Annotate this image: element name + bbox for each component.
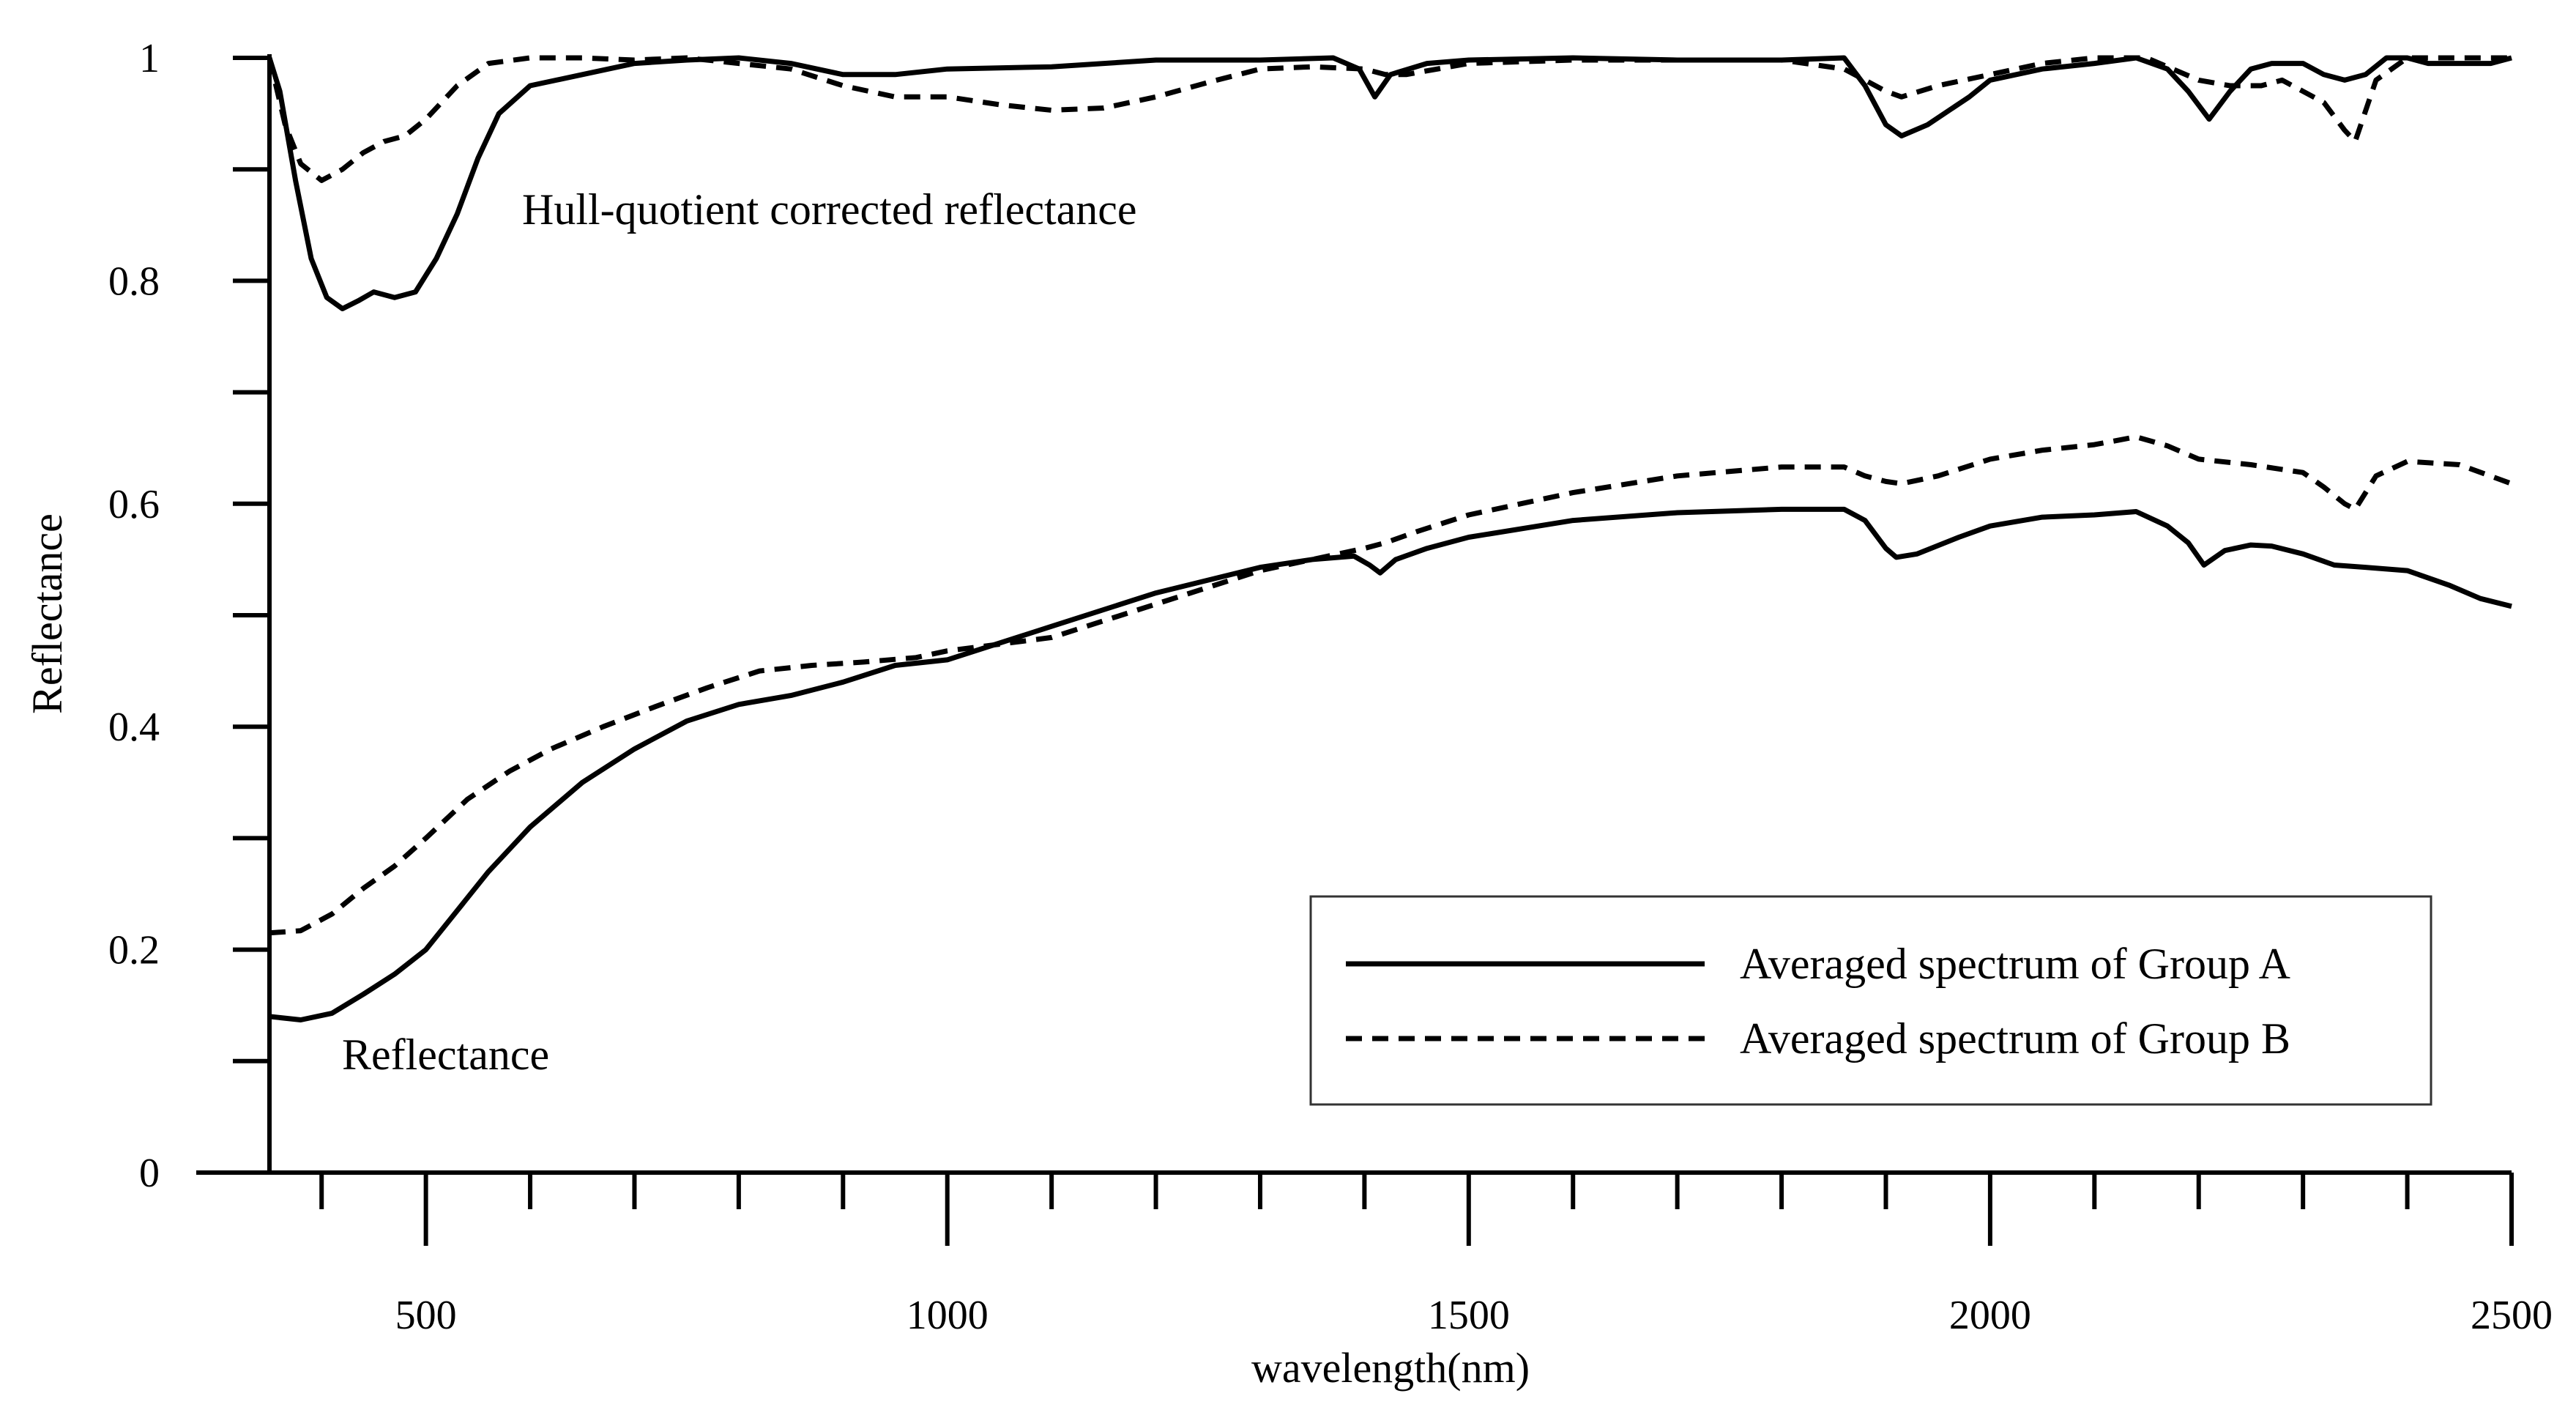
legend-box <box>1309 895 2432 1106</box>
y-tick-label: 1 <box>139 36 160 81</box>
y-ticks: 0 0.2 0.4 0.6 0.8 1 <box>108 36 269 1196</box>
annotation-hull-quotient: Hull-quotient corrected reflectance <box>522 185 1137 234</box>
x-tick-label: 2000 <box>1949 1293 2031 1338</box>
series-group-a-hull-quotient <box>267 55 2512 311</box>
series-group-b-reflectance <box>269 434 2513 936</box>
y-axis-title: Reflectance <box>23 513 71 714</box>
annotation-reflectance: Reflectance <box>342 1030 549 1079</box>
legend: Averaged spectrum of Group A Averaged sp… <box>1309 895 2432 1106</box>
series-group-b-hull-quotient <box>267 55 2512 183</box>
x-tick-label: 1500 <box>1428 1293 1510 1338</box>
legend-label-group-a: Averaged spectrum of Group A <box>1740 940 2290 988</box>
x-tick-label: 500 <box>395 1293 457 1338</box>
x-tick-label: 2500 <box>2471 1293 2553 1338</box>
y-tick-label: 0.6 <box>108 482 160 527</box>
y-tick-label: 0 <box>139 1151 160 1196</box>
y-tick-label: 0.2 <box>108 928 160 973</box>
y-tick-label: 0.8 <box>108 259 160 304</box>
y-tick-label: 0.4 <box>108 705 160 750</box>
x-axis-title: wavelength(nm) <box>1251 1344 1530 1392</box>
x-tick-label: 1000 <box>907 1293 989 1338</box>
x-ticks: 500 1000 1500 2000 2500 <box>319 1173 2553 1338</box>
series-group-a-reflectance <box>269 506 2512 1022</box>
series-layer <box>267 55 2513 1022</box>
legend-label-group-b: Averaged spectrum of Group B <box>1740 1014 2290 1063</box>
